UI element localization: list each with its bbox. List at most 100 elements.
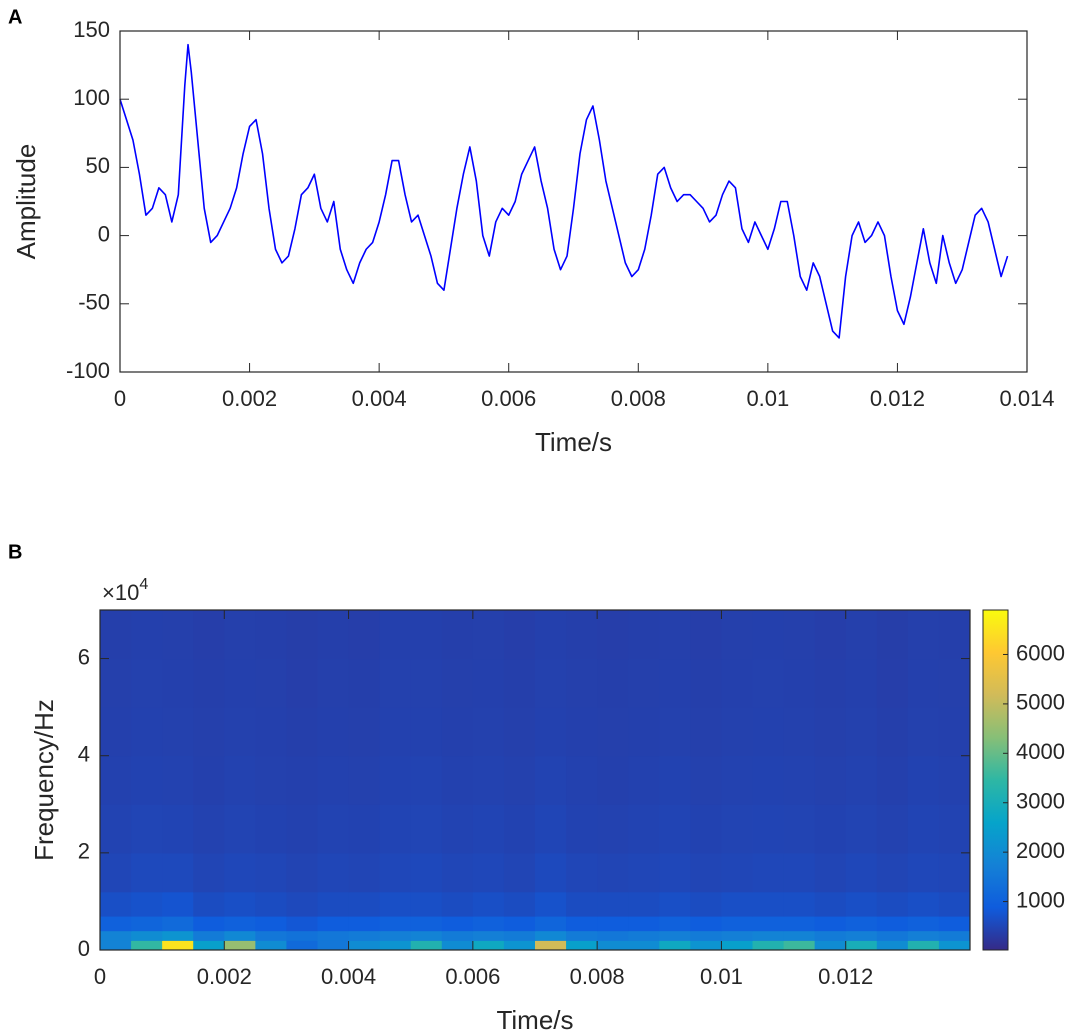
heatmap-cell (441, 852, 474, 893)
heatmap-cell (472, 916, 505, 932)
heatmap-cell (845, 658, 878, 708)
heatmap-cell (845, 804, 878, 854)
heatmap-cell (379, 658, 412, 708)
heatmap-cell (535, 916, 567, 932)
heatmap-cell (410, 707, 443, 757)
heatmap-cell (317, 916, 350, 932)
x-axis-label: Time/s (535, 427, 612, 457)
heatmap-cell (286, 658, 319, 708)
heatmap-cell (100, 610, 132, 660)
heatmap-cell (938, 916, 970, 932)
heatmap-cell (193, 755, 225, 805)
heatmap-cell (721, 755, 754, 805)
x-tick-label: 0.002 (222, 386, 277, 411)
heatmap-cell (131, 755, 163, 805)
heatmap-cell (379, 930, 412, 941)
heatmap-cell (814, 658, 847, 708)
heatmap-cell (535, 658, 567, 708)
heatmap-cell (193, 852, 225, 893)
heatmap-cell (783, 916, 816, 932)
heatmap-cell (628, 940, 660, 950)
heatmap-cell (876, 891, 909, 917)
heatmap-cell (845, 852, 878, 893)
heatmap-cell (193, 891, 225, 917)
heatmap-cell (783, 852, 816, 893)
heatmap-cell (845, 891, 878, 917)
heatmap-cell (690, 658, 723, 708)
x-tick-label: 0.006 (445, 964, 500, 989)
x-tick-label: 0.008 (611, 386, 666, 411)
heatmap-cell (286, 852, 319, 893)
heatmap-cell (907, 891, 940, 917)
heatmap-cell (783, 891, 816, 917)
heatmap-cell (535, 707, 567, 757)
heatmap-cell (566, 852, 598, 893)
heatmap (100, 610, 970, 950)
y-axis-label: Frequency/Hz (29, 699, 59, 861)
heatmap-cell (783, 610, 816, 660)
heatmap-cell (162, 852, 194, 893)
heatmap-cell (317, 658, 350, 708)
heatmap-cell (503, 852, 536, 893)
heatmap-cell (628, 707, 660, 757)
heatmap-cell (628, 804, 660, 854)
heatmap-cell (938, 658, 970, 708)
x-tick-label: 0.01 (700, 964, 743, 989)
heatmap-cell (938, 804, 970, 854)
heatmap-cell (379, 755, 412, 805)
heatmap-cell (752, 891, 785, 917)
heatmap-cell (379, 804, 412, 854)
axes-box (119, 30, 1028, 373)
heatmap-cell (597, 916, 629, 932)
heatmap-cell (317, 755, 350, 805)
heatmap-cell (876, 755, 909, 805)
heatmap-cell (100, 707, 132, 757)
heatmap-cell (535, 940, 567, 950)
heatmap-cell (224, 940, 256, 950)
panel-label: A (8, 6, 22, 28)
heatmap-cell (690, 916, 723, 932)
heatmap-cell (224, 610, 256, 660)
heatmap-cell (597, 852, 629, 893)
heatmap-cell (317, 610, 350, 660)
heatmap-cell (286, 610, 319, 660)
x-tick-label: 0.004 (352, 386, 407, 411)
heatmap-cell (224, 658, 256, 708)
heatmap-cell (286, 891, 319, 917)
heatmap-cell (441, 755, 474, 805)
heatmap-cell (100, 804, 132, 854)
heatmap-cell (566, 940, 598, 950)
heatmap-cell (597, 804, 629, 854)
heatmap-cell (597, 755, 629, 805)
heatmap-cell (162, 891, 194, 917)
heatmap-cell (441, 940, 474, 950)
colorbar-tick-label: 5000 (1016, 690, 1065, 715)
y-tick-label: 4 (78, 742, 90, 767)
heatmap-cell (535, 804, 567, 854)
y-axis-label: Amplitude (11, 144, 41, 260)
heatmap-cell (503, 755, 536, 805)
heatmap-cell (193, 707, 225, 757)
heatmap-cell (503, 707, 536, 757)
heatmap-cell (876, 916, 909, 932)
y-tick-label: 150 (73, 17, 110, 42)
heatmap-cell (100, 852, 132, 893)
heatmap-cell (659, 930, 691, 941)
heatmap-cell (472, 891, 505, 917)
x-tick-label: 0.014 (999, 386, 1054, 411)
heatmap-cell (659, 891, 691, 917)
heatmap-cell (659, 707, 691, 757)
heatmap-cell (193, 610, 225, 660)
colorbar-tick-label: 1000 (1016, 887, 1065, 912)
heatmap-cell (876, 940, 909, 950)
heatmap-cell (721, 610, 754, 660)
x-tick-label: 0.008 (570, 964, 625, 989)
heatmap-cell (845, 930, 878, 941)
heatmap-cell (659, 658, 691, 708)
heatmap-cell (286, 916, 319, 932)
heatmap-cell (597, 707, 629, 757)
heatmap-cell (193, 658, 225, 708)
heatmap-cell (845, 707, 878, 757)
heatmap-cell (379, 916, 412, 932)
heatmap-cell (317, 852, 350, 893)
